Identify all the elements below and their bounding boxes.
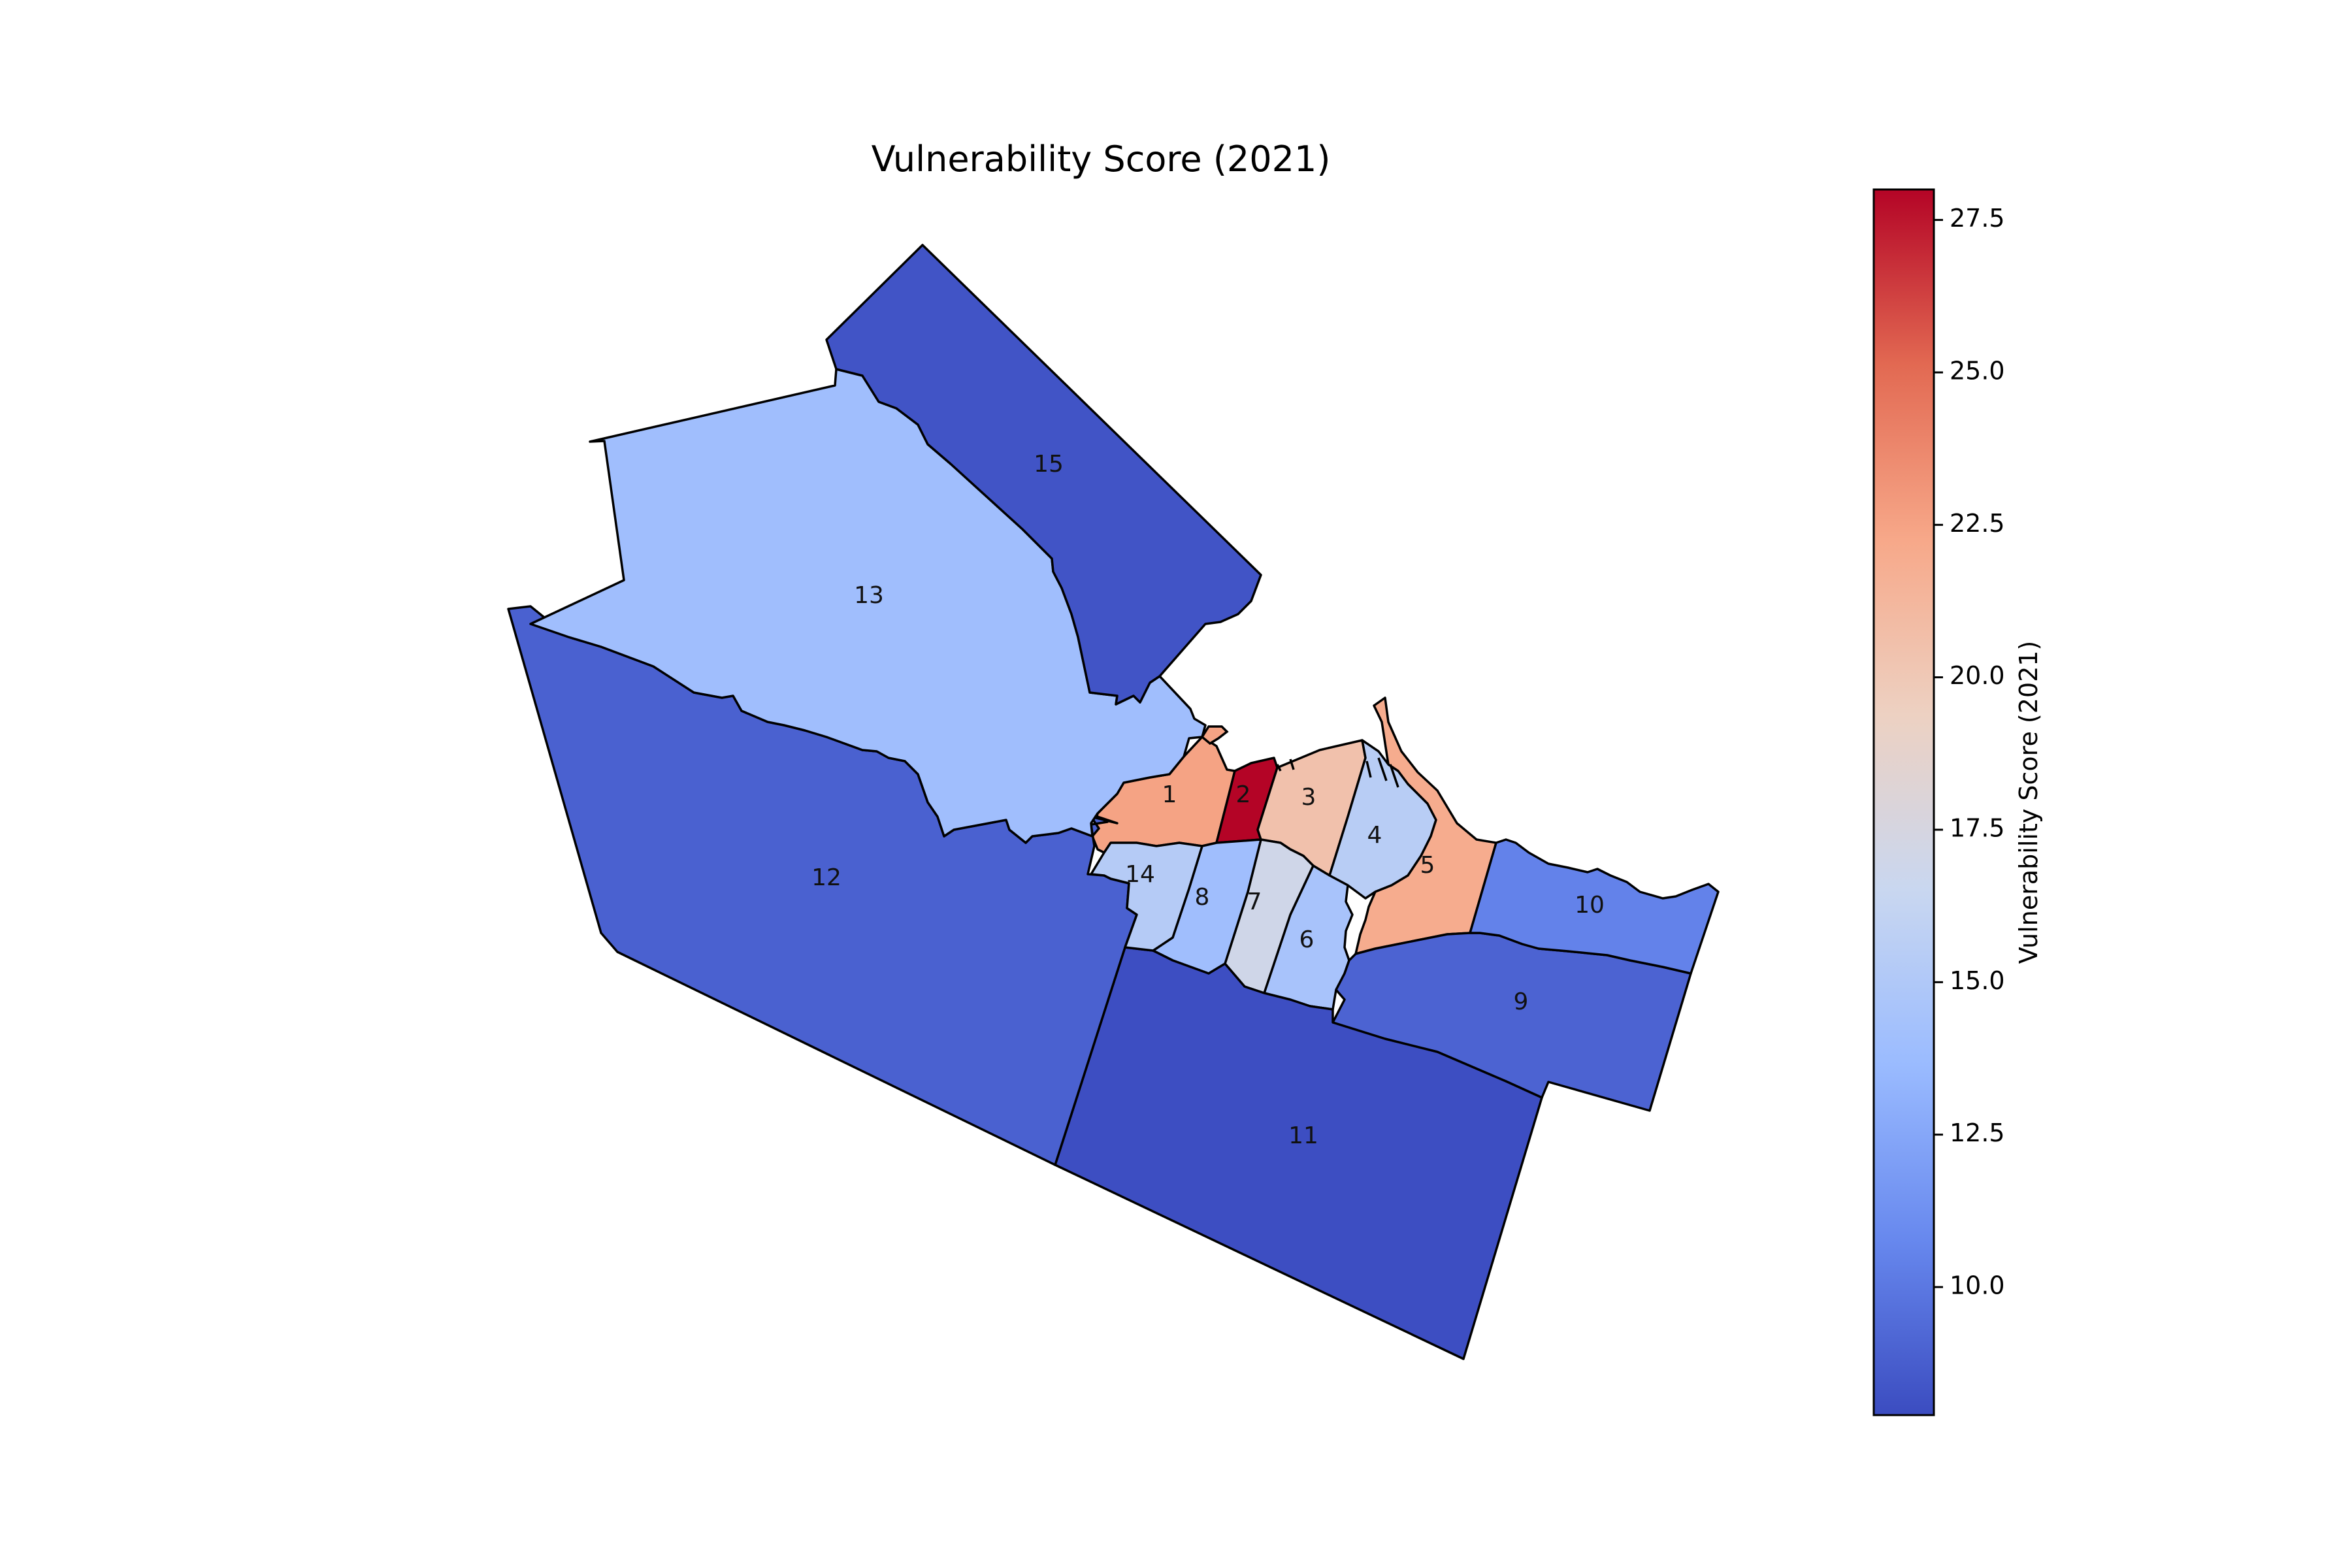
ward-5-region [1354,696,1497,955]
ward-label-13: 13 [854,582,884,609]
ward-10-region [1469,838,1720,975]
ward-label-15: 15 [1034,451,1064,478]
ward-label-3: 3 [1301,784,1316,811]
coastline-fragment [1200,725,1229,745]
colorbar-ticks: 10.0 12.5 15.0 17.5 20.0 22.5 25.0 27.5 [1934,204,2005,1300]
ward-label-4: 4 [1367,822,1382,849]
colorbar-tick-label: 27.5 [1950,204,2005,233]
ward-label-5: 5 [1420,852,1435,879]
ward-15-region [825,244,1262,706]
ward-label-9: 9 [1514,988,1529,1015]
colorbar-tick-label: 20.0 [1950,661,2005,690]
ward-11-region [1054,946,1543,1360]
colorbar-tick-label: 15.0 [1950,966,2005,995]
ward-label-11: 11 [1288,1122,1318,1149]
ward-label-14: 14 [1125,861,1155,888]
ward-label-6: 6 [1299,926,1315,953]
ward-14-region [1090,841,1203,952]
colorbar-tick-label: 22.5 [1950,509,2005,538]
colorbar-tick-label: 12.5 [1950,1119,2005,1147]
ward-label-1: 1 [1162,781,1177,808]
coastline-fragment [1276,757,1399,788]
colorbar-gradient [1874,189,1934,1415]
colorbar-tick-label: 25.0 [1950,357,2005,385]
colorbar-tick-label: 10.0 [1950,1271,2005,1300]
ward-label-12: 12 [811,864,841,891]
ward-label-2: 2 [1236,781,1251,808]
ward-label-10: 10 [1575,892,1605,919]
colorbar-frame [1872,188,1935,1416]
map-layer [507,244,1720,1360]
ward-label-7: 7 [1247,889,1262,915]
colorbar-label: Vulnerability Score (2021) [2014,641,2043,964]
colorbar-tick-label: 17.5 [1950,814,2005,843]
ward-label-8: 8 [1195,884,1210,911]
colorbar: 10.0 12.5 15.0 17.5 20.0 22.5 25.0 27.5 Vulnera… [1872,188,2043,1416]
chart-title: Vulnerability Score (2021) [872,139,1331,180]
